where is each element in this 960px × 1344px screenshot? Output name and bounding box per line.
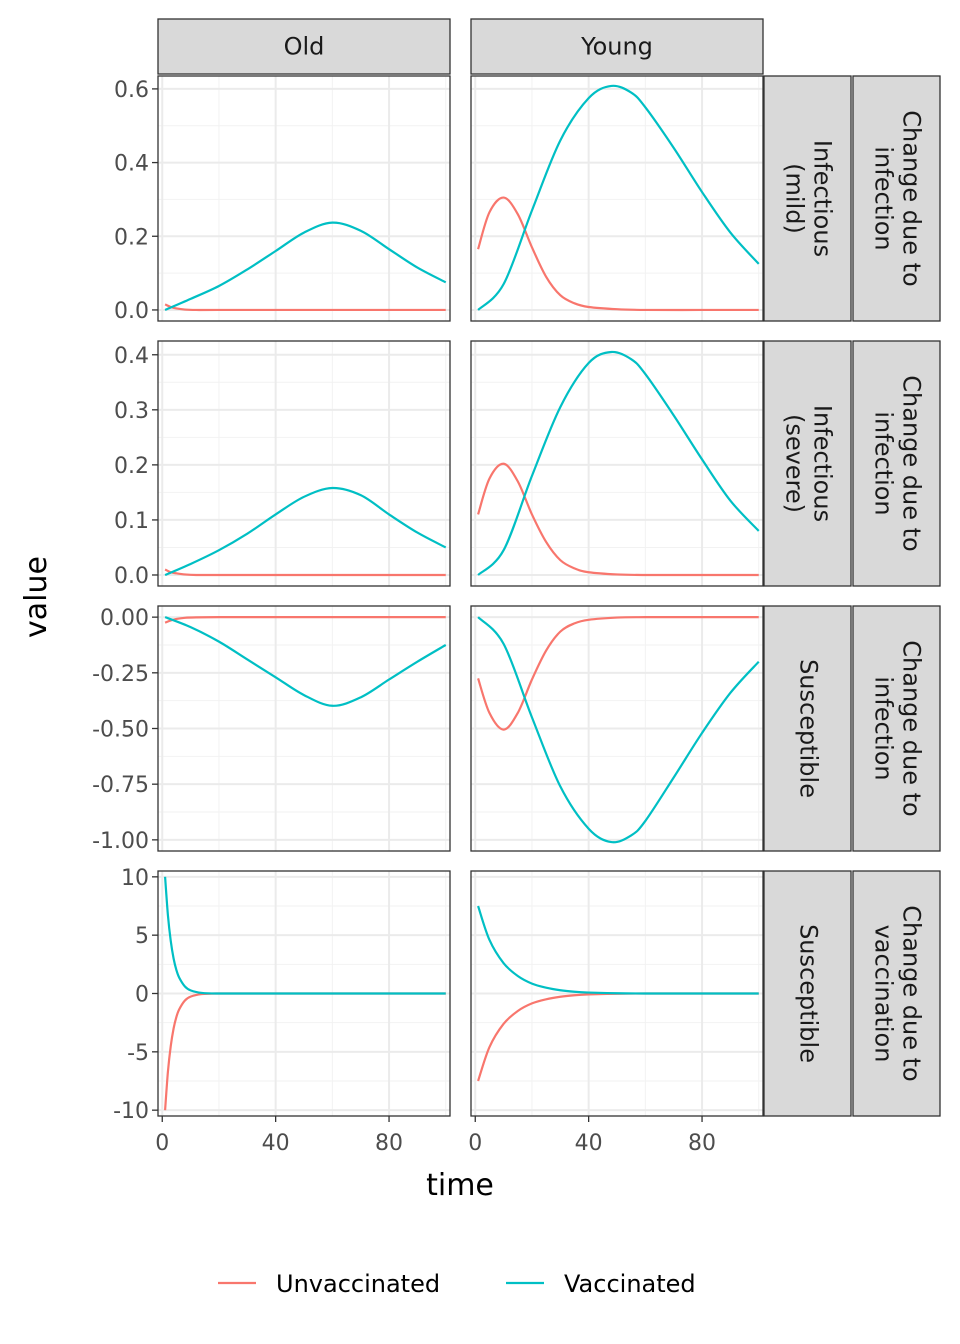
row-strip-outer-1-background [852, 75, 941, 322]
x-tick-label: 0 [468, 1131, 482, 1156]
column-strip-background [470, 18, 764, 75]
panel-background [158, 76, 450, 321]
y-tick-label: 0.4 [114, 152, 149, 177]
y-axis-title: value [19, 556, 54, 638]
row-strip-inner-4: Susceptible [763, 870, 852, 1117]
y-tick-label: 0.1 [114, 509, 149, 534]
row-strip-outer-3-label: Change due to [898, 640, 926, 816]
series-line-vaccinated [477, 616, 760, 844]
y-tick-label: -1.00 [92, 829, 149, 854]
row-strip-inner-2: Infectious(severe) [763, 340, 852, 587]
row-strip-inner-1: Infectious(mild) [763, 75, 852, 322]
row-strip-inner-1-background [763, 75, 852, 322]
y-tick-label: 0.3 [114, 399, 149, 424]
y-tick-label: 0.0 [114, 564, 149, 589]
column-strip-label: Young [580, 33, 653, 61]
series-line-vaccinated [164, 221, 447, 311]
row-strip-outer-3-label: infection [870, 676, 898, 780]
x-axis-title: time [426, 1168, 494, 1203]
series-line-unvaccinated [477, 616, 759, 731]
y-tick-label: -10 [113, 1099, 149, 1124]
panel-background [158, 341, 450, 586]
panel-border [470, 75, 764, 322]
row-strip-outer-2-background [852, 340, 941, 587]
row-strip-inner-4-label: Susceptible [795, 924, 823, 1063]
row-strip-outer-4-label: vaccination [870, 925, 898, 1063]
panel-young-row-1 [470, 75, 764, 322]
panel-young-row-4: 0 40 80 [468, 870, 764, 1156]
row-strip-inner-2-label: (severe) [781, 414, 809, 513]
series-line-unvaccinated [477, 462, 759, 577]
row-strip-inner-1-label: Infectious [809, 140, 837, 257]
series-line-vaccinated [163, 876, 446, 995]
y-tick-label: -0.25 [92, 662, 149, 687]
y-tick-label: 0.00 [100, 606, 149, 631]
row-strip-inner-4-background [763, 870, 852, 1117]
row-strip-outer-2-label: infection [870, 411, 898, 515]
x-tick-label: 0 [155, 1131, 169, 1156]
y-tick-label: 0.0 [114, 299, 149, 324]
series-line-vaccinated [477, 350, 760, 576]
row-strip-inner-1-label: (mild) [781, 163, 809, 234]
column-strip-label: Old [284, 33, 325, 61]
panel-border [157, 75, 451, 322]
legend: Unvaccinated Vaccinated [218, 1270, 696, 1298]
row-strip-outer-2-label: Change due to [898, 375, 926, 551]
row-strip-outer-4-label: Change due to [898, 905, 926, 1081]
legend-label-vaccinated: Vaccinated [564, 1270, 696, 1298]
panel-border [470, 870, 764, 1117]
x-tick-label: 40 [575, 1131, 603, 1156]
x-tick-label: 80 [375, 1131, 403, 1156]
series-line-vaccinated [477, 905, 759, 995]
panel-border [470, 605, 764, 852]
y-tick-label: 0.6 [114, 78, 149, 103]
panel-old-row-1: 0.0 0.2 0.4 0.6 [114, 75, 451, 324]
panel-border [157, 340, 451, 587]
panel-old-row-3: 0.00 -0.25 -0.50 -0.75 -1.00 [92, 605, 451, 854]
series-line-unvaccinated [164, 303, 446, 312]
panel-background [471, 76, 763, 321]
y-tick-label: 0 [135, 983, 149, 1008]
y-tick-label: 10 [121, 866, 149, 891]
panel-border [470, 340, 764, 587]
column-strip-background [157, 18, 451, 75]
row-strip-outer-1-label: Change due to [898, 110, 926, 286]
series-line-vaccinated [164, 486, 447, 576]
series-line-unvaccinated [477, 196, 759, 312]
row-strip-inner-3: Susceptible [763, 605, 852, 852]
panel-old-row-2: 0.0 0.1 0.2 0.3 0.4 [114, 340, 451, 589]
column-strip-old: Old [157, 18, 451, 75]
row-strip-inner-3-background [763, 605, 852, 852]
series-line-vaccinated [164, 616, 447, 707]
panel-young-row-2 [470, 340, 764, 587]
y-tick-label: 5 [135, 924, 149, 949]
panel-young-row-3 [470, 605, 764, 852]
row-strip-inner-2-label: Infectious [809, 405, 837, 522]
row-strip-outer-4-background [852, 870, 941, 1117]
row-strip-inner-2-background [763, 340, 852, 587]
row-strip-outer-1-label: infection [870, 146, 898, 250]
y-tick-label: 0.2 [114, 225, 149, 250]
y-tick-label: -5 [127, 1041, 149, 1066]
x-tick-label: 80 [688, 1131, 716, 1156]
x-tick-label: 40 [262, 1131, 290, 1156]
panel-background [471, 341, 763, 586]
y-tick-label: -0.50 [92, 718, 149, 743]
y-tick-label: -0.75 [92, 773, 149, 798]
series-line-vaccinated [477, 84, 760, 311]
legend-label-unvaccinated: Unvaccinated [276, 1270, 440, 1298]
y-tick-label: 0.4 [114, 344, 149, 369]
row-strip-inner-3-label: Susceptible [795, 659, 823, 798]
series-line-unvaccinated [164, 568, 446, 577]
row-strip-outer-3-background [852, 605, 941, 852]
column-strip-young: Young [470, 18, 764, 75]
y-tick-label: 0.2 [114, 454, 149, 479]
